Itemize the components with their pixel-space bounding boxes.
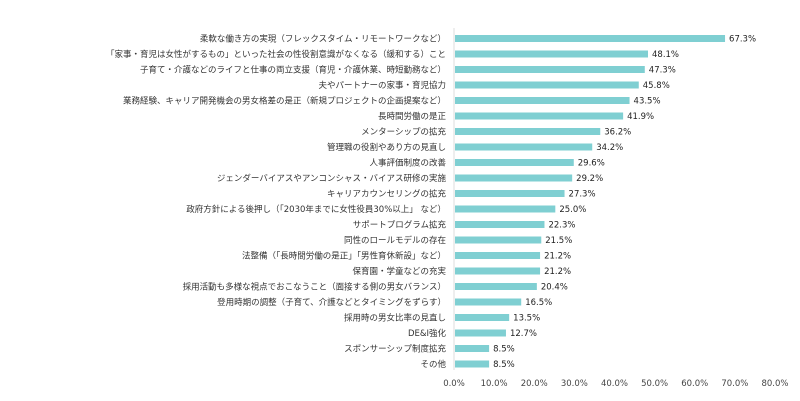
- x-tick-label: 70.0%: [721, 379, 748, 389]
- value-label: 47.3%: [649, 66, 676, 76]
- bar: [455, 112, 624, 120]
- value-label: 8.5%: [493, 360, 515, 370]
- bar-row: スポンサーシップ制度拡充 8.5%: [344, 344, 515, 355]
- category-label: 登用時期の調整（子育て、介護などとタイミングをずらす）: [217, 297, 446, 308]
- bar: [455, 81, 639, 89]
- x-tick-label: 50.0%: [641, 379, 668, 389]
- value-label: 13.5%: [513, 314, 540, 324]
- category-label: 政府方針による後押し（「2030年までに女性役員30%以上」 など）: [186, 204, 446, 215]
- value-label: 27.3%: [569, 190, 596, 200]
- bar-row: 登用時期の調整（子育て、介護などとタイミングをずらす） 16.5%: [217, 297, 552, 308]
- bar-row: 夫やパートナーの家事・育児協力 45.8%: [318, 80, 669, 91]
- category-label: 保育園・学童などの充実: [352, 266, 446, 277]
- bar: [455, 252, 541, 259]
- category-label: 子育て・介護などのライフと仕事の両立支援（育児・介護休業、時短勤務など）: [140, 65, 446, 76]
- value-label: 36.2%: [604, 128, 631, 138]
- bar: [455, 267, 541, 275]
- bar: [455, 143, 593, 151]
- bar: [455, 66, 645, 73]
- bar-row: 法整備（「長時間労働の是正」「男性育休新設」など） 21.2%: [242, 251, 571, 262]
- bar-row: その他 8.5%: [420, 359, 514, 370]
- category-label: キャリアカウンセリングの拡充: [327, 189, 447, 200]
- bar: [455, 50, 649, 58]
- category-label: スポンサーシップ制度拡充: [344, 344, 446, 355]
- category-label: サポートプログラム拡充: [353, 220, 447, 231]
- bar-row: 子育て・介護などのライフと仕事の両立支援（育児・介護休業、時短勤務など） 47.3…: [140, 65, 676, 76]
- x-tick-label: 20.0%: [521, 379, 548, 389]
- bar: [455, 236, 542, 244]
- bar: [455, 314, 510, 321]
- value-label: 16.5%: [525, 298, 552, 308]
- category-label: 柔軟な働き方の実現（フレックスタイム・リモートワークなど）: [200, 34, 446, 45]
- bar-row: ジェンダーバイアスやアンコンシャス・バイアス研修の実施 29.2%: [217, 173, 603, 184]
- bar-row: 長時間労働の是正 41.9%: [378, 111, 654, 122]
- bar: [455, 174, 573, 182]
- bar-row: 同性のロールモデルの存在 21.5%: [344, 235, 572, 246]
- category-label: ジェンダーバイアスやアンコンシャス・バイアス研修の実施: [217, 173, 447, 184]
- bar: [455, 35, 726, 42]
- value-label: 29.2%: [576, 174, 603, 184]
- bar: [455, 97, 630, 104]
- x-tick-label: 80.0%: [761, 379, 788, 389]
- bar: [455, 221, 545, 228]
- value-label: 22.3%: [548, 221, 575, 231]
- bar-row: 柔軟な働き方の実現（フレックスタイム・リモートワークなど） 67.3%: [200, 34, 756, 45]
- category-label: 夫やパートナーの家事・育児協力: [318, 80, 446, 91]
- bar: [455, 128, 601, 135]
- value-label: 67.3%: [729, 35, 756, 45]
- x-tick-label: 60.0%: [681, 379, 708, 389]
- category-label: その他: [420, 359, 446, 370]
- category-label: 「家事・育児は女性がするもの」といった社会の性役割意識がなくなる（緩和する）こと: [106, 49, 446, 60]
- bar-row: 保育園・学童などの充実 21.2%: [352, 266, 571, 277]
- value-label: 12.7%: [510, 329, 537, 339]
- category-label: 採用時の男女比率の見直し: [344, 313, 446, 324]
- category-label: 採用活動も多様な視点でおこなうこと（面接する側の男女バランス）: [183, 282, 446, 293]
- bar-row: 業務経験、キャリア開発機会の男女格差の是正（新規プロジェクトの企画提案など） 43…: [123, 96, 661, 107]
- value-label: 8.5%: [493, 345, 515, 355]
- category-label: 業務経験、キャリア開発機会の男女格差の是正（新規プロジェクトの企画提案など）: [123, 96, 446, 107]
- bar-row: サポートプログラム拡充 22.3%: [353, 220, 576, 231]
- bar-row: 管理職の役割やあり方の見直し 34.2%: [327, 142, 623, 153]
- category-label: 同性のロールモデルの存在: [344, 235, 446, 246]
- bar: [455, 283, 537, 290]
- value-label: 21.2%: [544, 252, 571, 262]
- bar-row: キャリアカウンセリングの拡充 27.3%: [327, 189, 596, 200]
- bar-row: メンターシップの拡充 36.2%: [361, 127, 631, 138]
- value-label: 29.6%: [578, 159, 605, 169]
- bar-row: 「家事・育児は女性がするもの」といった社会の性役割意識がなくなる（緩和する）こと…: [106, 49, 679, 60]
- bar: [455, 298, 522, 306]
- bar: [455, 190, 565, 197]
- category-label: 法整備（「長時間労働の是正」「男性育休新設」など）: [242, 251, 446, 262]
- value-label: 20.4%: [541, 283, 568, 293]
- category-label: DE&I強化: [408, 328, 447, 339]
- bar-row: 政府方針による後押し（「2030年までに女性役員30%以上」 など） 25.0%: [186, 204, 586, 215]
- value-label: 25.0%: [559, 205, 586, 215]
- bar-row: 人事評価制度の改善 29.6%: [369, 158, 604, 169]
- category-label: メンターシップの拡充: [361, 127, 446, 138]
- bar: [455, 329, 506, 337]
- x-tick-label: 10.0%: [481, 379, 508, 389]
- value-label: 41.9%: [627, 112, 654, 122]
- x-tick-label: 30.0%: [561, 379, 588, 389]
- value-label: 43.5%: [634, 97, 661, 107]
- value-label: 48.1%: [652, 50, 679, 60]
- category-label: 長時間労働の是正: [378, 111, 447, 122]
- x-tick-label: 40.0%: [601, 379, 628, 389]
- value-label: 21.5%: [545, 236, 572, 246]
- bar-row: DE&I強化 12.7%: [408, 328, 537, 339]
- bar-row: 採用時の男女比率の見直し 13.5%: [344, 313, 540, 324]
- category-label: 管理職の役割やあり方の見直し: [327, 142, 446, 153]
- bar: [455, 360, 490, 368]
- bar: [455, 345, 490, 352]
- x-tick-label: 0.0%: [443, 379, 465, 389]
- value-label: 34.2%: [596, 143, 623, 153]
- value-label: 21.2%: [544, 267, 571, 277]
- category-label: 人事評価制度の改善: [369, 158, 446, 169]
- value-label: 45.8%: [643, 81, 670, 91]
- bar: [455, 159, 574, 166]
- bar: [455, 205, 556, 213]
- bar-row: 採用活動も多様な視点でおこなうこと（面接する側の男女バランス） 20.4%: [183, 282, 568, 293]
